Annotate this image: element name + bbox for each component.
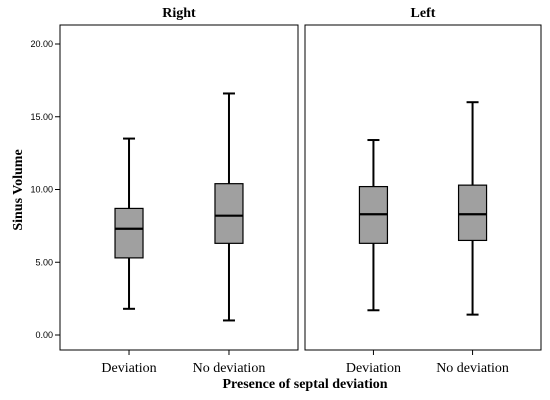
y-axis-title: Sinus Volume: [11, 149, 26, 230]
panel-frame: [304, 24, 542, 351]
panel-title: Right: [162, 6, 196, 21]
panels: Right Deviation No deviation Left Deviation N…: [59, 6, 542, 376]
y-tick-label: 15.00: [30, 112, 53, 122]
y-tick-label: 10.00: [30, 185, 53, 195]
box-no-deviation: No deviation: [193, 92, 266, 376]
y-axis: 0.00 5.00 10.00 15.00 20.00: [30, 39, 60, 340]
panel-title: Left: [411, 6, 436, 21]
iqr-box: [114, 207, 144, 259]
x-axis-title: Presence of septal deviation: [223, 377, 388, 392]
iqr-box: [457, 184, 488, 242]
box-deviation: Deviation: [346, 139, 401, 376]
box-deviation: Deviation: [101, 137, 157, 376]
iqr-box: [214, 183, 244, 244]
y-tick-label: 0.00: [35, 330, 53, 340]
box-no-deviation: No deviation: [436, 101, 509, 376]
panel-left: Left Deviation No deviation: [304, 6, 542, 376]
x-tick-label: Deviation: [346, 361, 401, 376]
panel-frame: [59, 24, 299, 351]
x-tick-label: No deviation: [436, 361, 509, 376]
x-tick-label: Deviation: [101, 361, 156, 376]
x-tick-label: No deviation: [193, 361, 266, 376]
y-tick-label: 5.00: [35, 257, 53, 267]
panel-right: Right Deviation No deviation: [59, 6, 299, 376]
y-tick-label: 20.00: [30, 39, 53, 49]
